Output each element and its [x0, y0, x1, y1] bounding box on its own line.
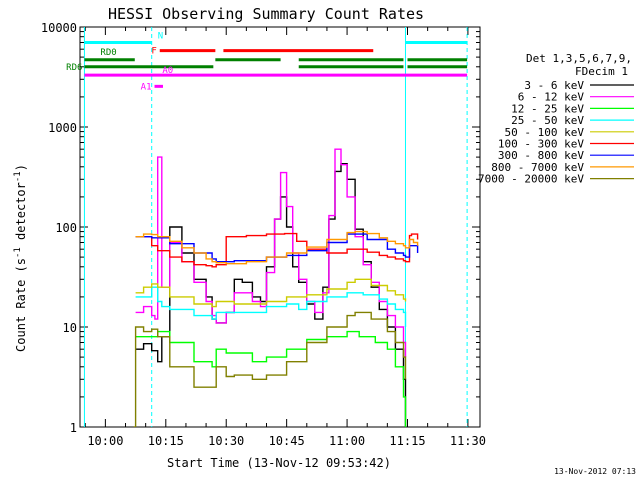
series-line: [133, 311, 407, 427]
chart-title: HESSI Observing Summary Count Rates: [108, 5, 424, 23]
legend-label: 6 - 12 keV: [518, 91, 585, 104]
y-axis-label-sup2: -1: [13, 171, 23, 182]
legend-label: 7000 - 20000 keV: [478, 173, 584, 186]
legend-label: 3 - 6 keV: [524, 79, 584, 92]
legend-label: 50 - 100 keV: [505, 126, 585, 139]
legend-header-line2: FDecim 1: [575, 65, 628, 78]
y-axis-label-mid: detector: [14, 182, 28, 247]
x-tick-label: 11:00: [329, 434, 365, 448]
series-line: [135, 232, 419, 268]
y-axis-label-end: ): [14, 164, 28, 171]
x-tick-label: 10:30: [208, 434, 244, 448]
legend-label: 100 - 300 keV: [498, 138, 584, 151]
flag-label: A1: [141, 82, 152, 92]
y-axis-label-sup1: -1: [13, 247, 23, 258]
series-line: [135, 286, 407, 327]
series-line: [135, 278, 407, 308]
x-tick-label: 10:00: [87, 434, 123, 448]
y-tick-label: 100: [55, 221, 77, 235]
x-tick-label: 11:30: [450, 434, 486, 448]
y-tick-label: 10: [63, 321, 77, 335]
flag-label: RD0: [100, 48, 116, 58]
legend-header-line1: Det 1,3,5,6,7,9,: [526, 52, 632, 65]
y-tick-label: 1: [70, 421, 77, 435]
y-axis-label-main: Count Rate (s: [14, 258, 28, 352]
legend-label: 12 - 25 keV: [511, 102, 584, 115]
series-line: [135, 230, 419, 265]
flag-label: A0: [162, 66, 173, 76]
flag-label: F: [151, 47, 156, 57]
legend-label: 800 - 7000 keV: [491, 161, 584, 174]
x-tick-label: 10:15: [148, 434, 184, 448]
legend-label: 25 - 50 keV: [511, 114, 584, 127]
x-tick-label: 10:45: [269, 434, 305, 448]
x-tick-label: 11:15: [389, 434, 425, 448]
series-line: [135, 148, 407, 358]
series-line: [135, 330, 407, 427]
flag-label: N: [158, 31, 163, 41]
y-tick-label: 1000: [48, 121, 77, 135]
x-axis-label: Start Time (13-Nov-12 09:53:42): [167, 456, 391, 470]
data-area: [83, 27, 468, 427]
legend-label: 300 - 800 keV: [498, 149, 584, 162]
y-axis-label: Count Rate (s-1 detector-1): [13, 164, 28, 352]
flag-label: RD6: [66, 63, 82, 73]
plot-timestamp: 13-Nov-2012 07:13: [554, 467, 636, 476]
y-tick-label: 10000: [41, 21, 77, 35]
